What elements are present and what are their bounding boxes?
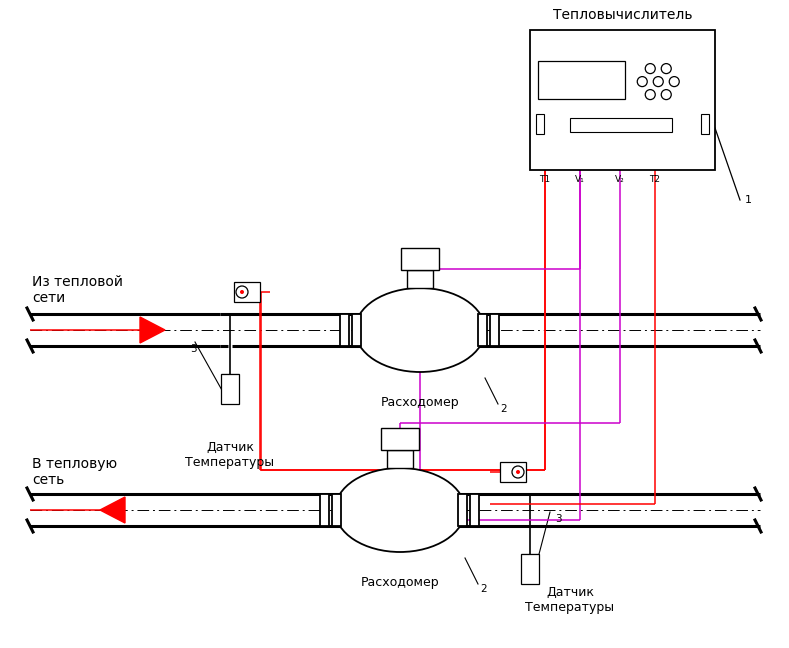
Polygon shape: [140, 317, 165, 343]
Text: 3: 3: [190, 344, 196, 354]
Text: Тепловычислитель: Тепловычислитель: [553, 8, 692, 22]
Ellipse shape: [335, 468, 465, 552]
Bar: [530, 30, 715, 170]
Bar: [407, 270, 433, 288]
Bar: [538, 61, 625, 98]
Bar: [332, 494, 342, 526]
Text: Расходомер: Расходомер: [361, 576, 439, 589]
Text: 2: 2: [500, 404, 507, 414]
Text: 3: 3: [555, 514, 562, 524]
Bar: [478, 314, 488, 346]
Bar: [381, 428, 419, 450]
Text: Расходомер: Расходомер: [380, 396, 459, 409]
Text: 1: 1: [745, 195, 752, 205]
Text: V₂: V₂: [615, 175, 625, 184]
Text: T2: T2: [649, 175, 660, 184]
Bar: [353, 314, 361, 346]
Bar: [458, 494, 468, 526]
Bar: [701, 114, 709, 133]
Bar: [221, 374, 239, 404]
Bar: [470, 494, 480, 526]
Ellipse shape: [355, 288, 485, 372]
Text: Датчик
Температуры: Датчик Температуры: [525, 586, 615, 614]
Bar: [521, 554, 539, 584]
Polygon shape: [100, 497, 125, 523]
Bar: [320, 494, 330, 526]
Bar: [536, 114, 544, 133]
Bar: [491, 314, 499, 346]
Text: V₁: V₁: [575, 175, 585, 184]
Text: Из тепловой
сети: Из тепловой сети: [32, 275, 123, 305]
Text: В тепловую
сеть: В тепловую сеть: [32, 457, 117, 487]
Bar: [234, 282, 260, 302]
Bar: [570, 118, 671, 132]
Text: T1: T1: [540, 175, 551, 184]
Text: Датчик
Температуры: Датчик Температуры: [185, 441, 275, 469]
Bar: [341, 314, 350, 346]
Circle shape: [240, 290, 244, 294]
Bar: [500, 462, 526, 482]
Circle shape: [516, 470, 520, 474]
Bar: [401, 248, 439, 270]
Text: 2: 2: [480, 584, 487, 594]
Bar: [387, 450, 413, 468]
